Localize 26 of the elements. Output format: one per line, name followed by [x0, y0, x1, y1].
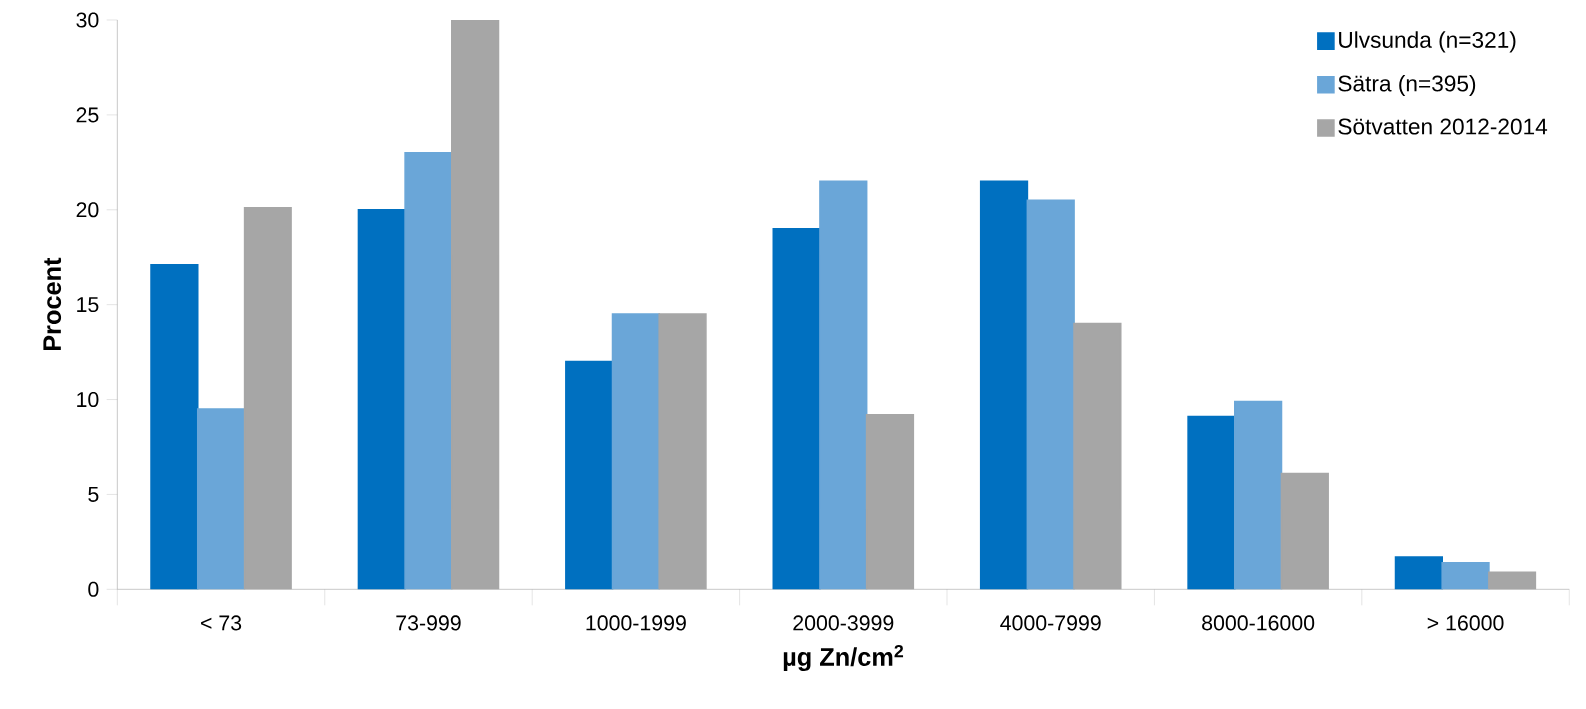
legend-label: Sötvatten 2012-2014 [1338, 118, 1548, 135]
bar [865, 413, 915, 590]
y-tick-label: 20 [76, 202, 99, 218]
legend-label: Ulvsunda (n=321) [1339, 31, 1516, 53]
x-tick-label: 2000-3999 [793, 615, 894, 631]
y-tick-label: 10 [77, 392, 99, 408]
y-tick-label: 30 [76, 12, 99, 28]
y-axis-title: Procent [43, 257, 62, 351]
bar [243, 207, 292, 590]
bar [658, 313, 707, 590]
x-tick-label: < 73 [201, 615, 242, 631]
x-tick-label: 1000-1999 [586, 615, 686, 631]
bar [451, 19, 500, 590]
x-tick-label: > 16000 [1427, 615, 1504, 631]
y-tick-label: 0 [88, 581, 99, 597]
y-tick-label: 15 [77, 297, 99, 313]
legend-label: Sätra (n=395) [1338, 74, 1476, 97]
x-tick-label: 8000-16000 [1202, 615, 1315, 631]
bar [1073, 322, 1122, 590]
bar [1280, 472, 1329, 590]
x-axis-title: µg Zn/cm$^{2}$ [783, 644, 904, 672]
x-tick-label: 4000-7999 [1000, 615, 1101, 631]
bar [1488, 571, 1537, 590]
x-tick-label: 73-999 [396, 615, 461, 631]
y-tick-label: 5 [88, 486, 99, 502]
y-tick-label: 25 [76, 107, 99, 123]
